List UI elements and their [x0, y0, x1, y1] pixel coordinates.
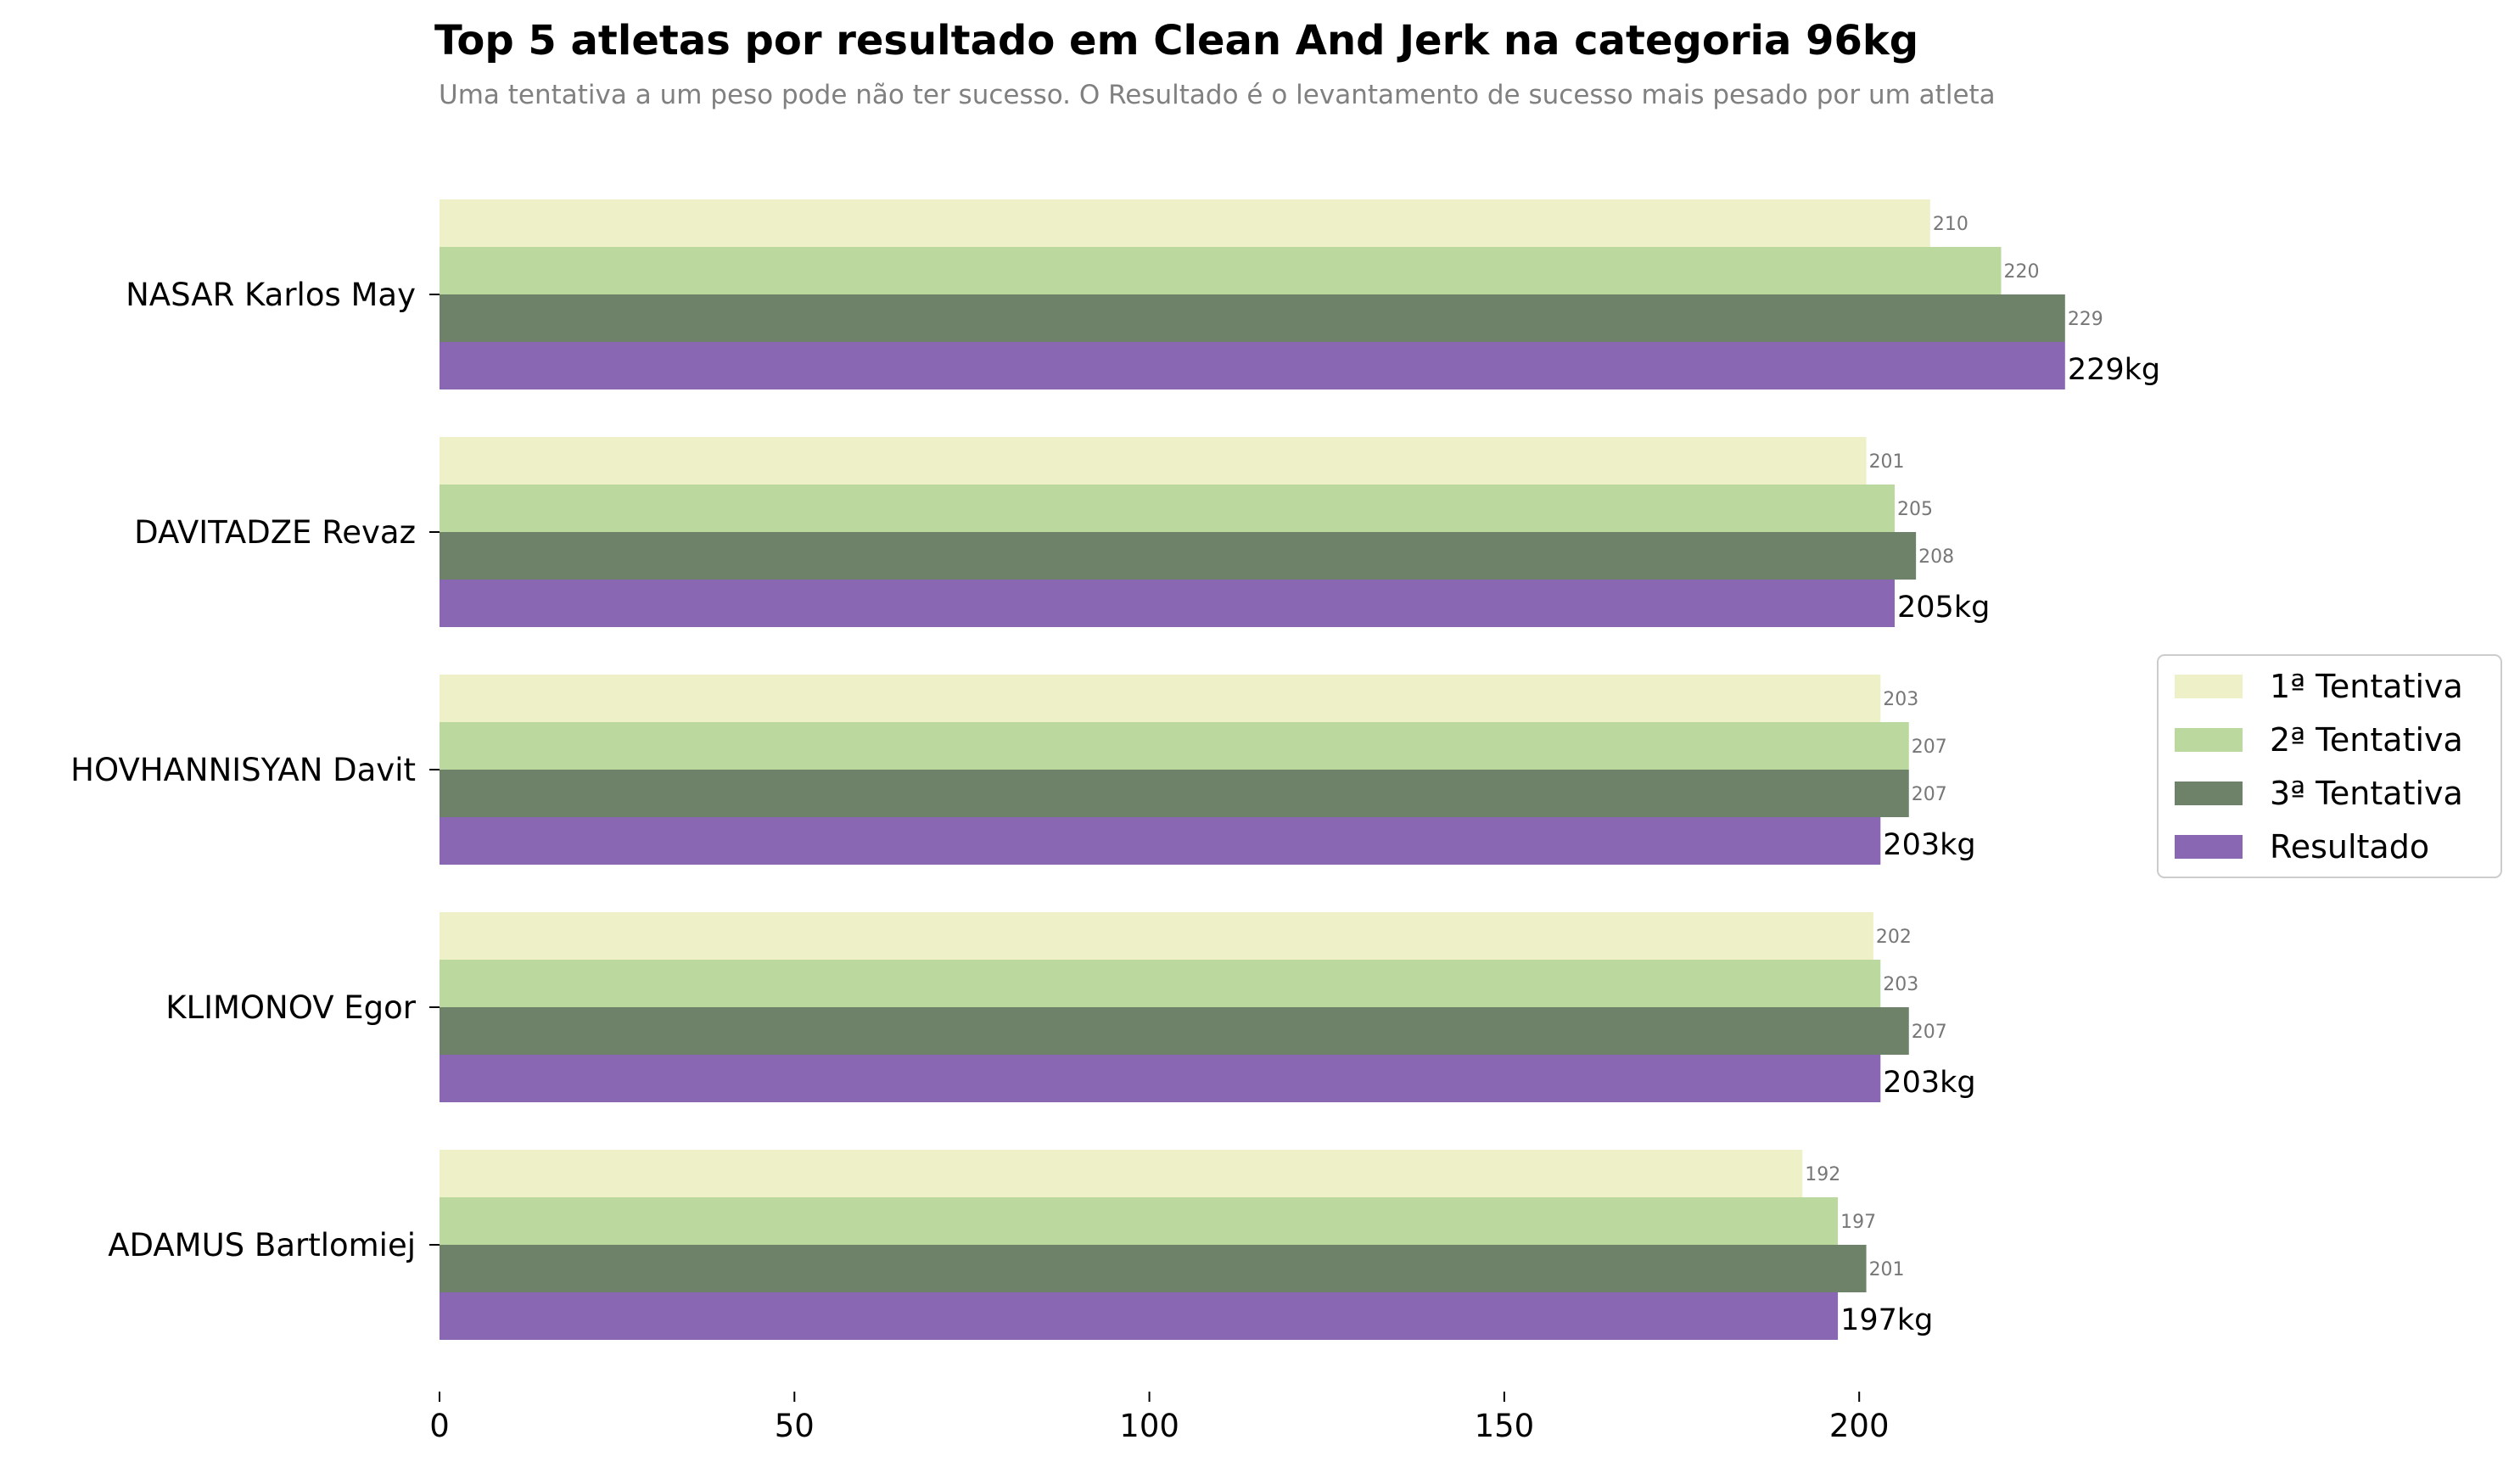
legend: 1ª Tentativa 2ª Tentativa 3ª Tentativa Resu…: [2157, 654, 2502, 878]
y-tick-label: HOVHANNISYAN Davit: [70, 752, 416, 788]
attempt-value-label: 203: [1883, 974, 1918, 995]
bar-hovhannisyan-davit-series-3: [440, 770, 1909, 817]
bar-nasar-karlos-may-series-4: [440, 342, 2065, 389]
legend-swatch: [2175, 675, 2243, 698]
attempt-value-label: 208: [1918, 546, 1954, 568]
x-tick-label: 200: [1829, 1408, 1890, 1444]
x-axis: 0 50 100 150 200: [429, 1392, 1890, 1444]
value-labels-layer: 210 220 229 229kg 201 205 208 205kg 203 207 207 203…: [1805, 214, 2160, 1337]
y-tick-label: DAVITADZE Revaz: [134, 514, 416, 551]
chart-subtitle: Uma tentativa a um peso pode não ter suc…: [439, 80, 1996, 110]
result-value-label: 203kg: [1883, 828, 1975, 862]
bar-nasar-karlos-may-series-2: [440, 247, 2002, 294]
attempt-value-label: 210: [1933, 214, 1968, 235]
bar-davitadze-revaz-series-3: [440, 532, 1917, 580]
bar-davitadze-revaz-series-1: [440, 437, 1867, 485]
bar-hovhannisyan-davit-series-4: [440, 817, 1881, 865]
legend-frame: [2157, 654, 2502, 878]
bar-hovhannisyan-davit-series-2: [440, 722, 1909, 770]
legend-label: 3ª Tentativa: [2270, 775, 2463, 812]
attempt-value-label: 201: [1869, 451, 1905, 473]
x-tick-label: 100: [1119, 1408, 1179, 1444]
y-tick-label: ADAMUS Bartlomiej: [108, 1227, 416, 1263]
attempt-value-label: 229: [2068, 309, 2103, 330]
attempt-value-label: 207: [1912, 784, 1947, 805]
chart-title: Top 5 atletas por resultado em Clean And…: [434, 17, 1918, 64]
legend-swatch: [2175, 728, 2243, 752]
result-value-label: 229kg: [2068, 353, 2160, 387]
bar-hovhannisyan-davit-series-1: [440, 675, 1881, 722]
bar-davitadze-revaz-series-4: [440, 580, 1896, 627]
attempt-value-label: 192: [1805, 1164, 1840, 1185]
bar-adamus-bartlomiej-series-4: [440, 1292, 1839, 1340]
y-axis: NASAR Karlos May DAVITADZE Revaz HOVHANNIS…: [70, 277, 440, 1263]
attempt-value-label: 205: [1897, 499, 1933, 520]
bar-adamus-bartlomiej-series-1: [440, 1150, 1803, 1197]
attempt-value-label: 202: [1876, 927, 1912, 948]
attempt-value-label: 201: [1869, 1259, 1905, 1280]
result-value-label: 203kg: [1883, 1066, 1975, 1100]
x-tick-label: 0: [429, 1408, 450, 1444]
attempt-value-label: 203: [1883, 689, 1918, 710]
attempt-value-label: 207: [1912, 737, 1947, 758]
attempt-value-label: 207: [1912, 1022, 1947, 1043]
bars-layer: [440, 199, 2065, 1340]
result-value-label: 197kg: [1840, 1303, 1933, 1337]
legend-label: 1ª Tentativa: [2270, 668, 2463, 705]
bar-nasar-karlos-may-series-1: [440, 199, 1930, 247]
attempt-value-label: 197: [1840, 1212, 1876, 1233]
bar-klimonov-egor-series-1: [440, 912, 1873, 960]
bar-davitadze-revaz-series-2: [440, 485, 1896, 532]
legend-label: 2ª Tentativa: [2270, 721, 2463, 759]
y-tick-label: KLIMONOV Egor: [165, 989, 417, 1026]
legend-label: Resultado: [2270, 828, 2429, 866]
legend-swatch: [2175, 782, 2243, 805]
bar-nasar-karlos-may-series-3: [440, 294, 2065, 342]
result-value-label: 205kg: [1897, 591, 1990, 625]
attempt-value-label: 220: [2004, 261, 2040, 283]
bar-adamus-bartlomiej-series-2: [440, 1197, 1839, 1245]
bar-klimonov-egor-series-2: [440, 960, 1881, 1007]
y-tick-label: NASAR Karlos May: [126, 277, 416, 313]
x-tick-label: 50: [775, 1408, 815, 1444]
bar-klimonov-egor-series-3: [440, 1007, 1909, 1055]
bar-adamus-bartlomiej-series-3: [440, 1245, 1867, 1292]
x-tick-label: 150: [1475, 1408, 1535, 1444]
legend-swatch: [2175, 835, 2243, 859]
bar-klimonov-egor-series-4: [440, 1055, 1881, 1102]
